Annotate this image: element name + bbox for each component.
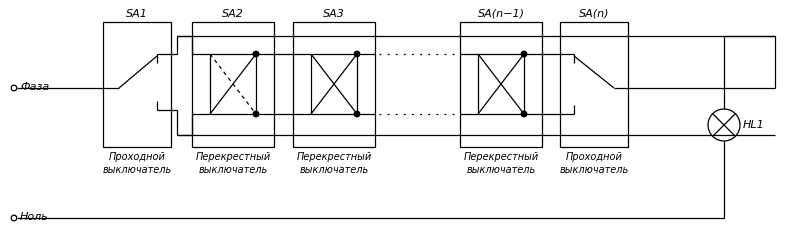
Text: HL1: HL1 <box>743 120 765 130</box>
Circle shape <box>253 111 259 117</box>
Circle shape <box>521 51 527 57</box>
Text: Проходной
выключатель: Проходной выключатель <box>560 152 629 175</box>
Text: SA3: SA3 <box>323 9 345 19</box>
Bar <box>460 22 542 147</box>
Bar <box>311 54 357 114</box>
Text: Перекрестный
выключатель: Перекрестный выключатель <box>463 152 539 175</box>
Text: SA1: SA1 <box>126 9 148 19</box>
Circle shape <box>354 111 360 117</box>
Circle shape <box>354 51 360 57</box>
Text: SA(n): SA(n) <box>579 9 609 19</box>
Bar <box>210 54 256 114</box>
Bar <box>293 22 375 147</box>
Text: Фаза: Фаза <box>20 82 49 92</box>
Text: Ноль: Ноль <box>20 212 49 222</box>
Text: Перекрестный
выключатель: Перекрестный выключатель <box>195 152 271 175</box>
Bar <box>478 54 524 114</box>
Bar <box>103 22 171 147</box>
Circle shape <box>521 111 527 117</box>
Text: SA2: SA2 <box>222 9 244 19</box>
Bar <box>192 22 274 147</box>
Text: SA(n−1): SA(n−1) <box>478 9 525 19</box>
Bar <box>560 22 628 147</box>
Text: Перекрестный
выключатель: Перекрестный выключатель <box>296 152 371 175</box>
Circle shape <box>253 51 259 57</box>
Text: Проходной
выключатель: Проходной выключатель <box>102 152 172 175</box>
